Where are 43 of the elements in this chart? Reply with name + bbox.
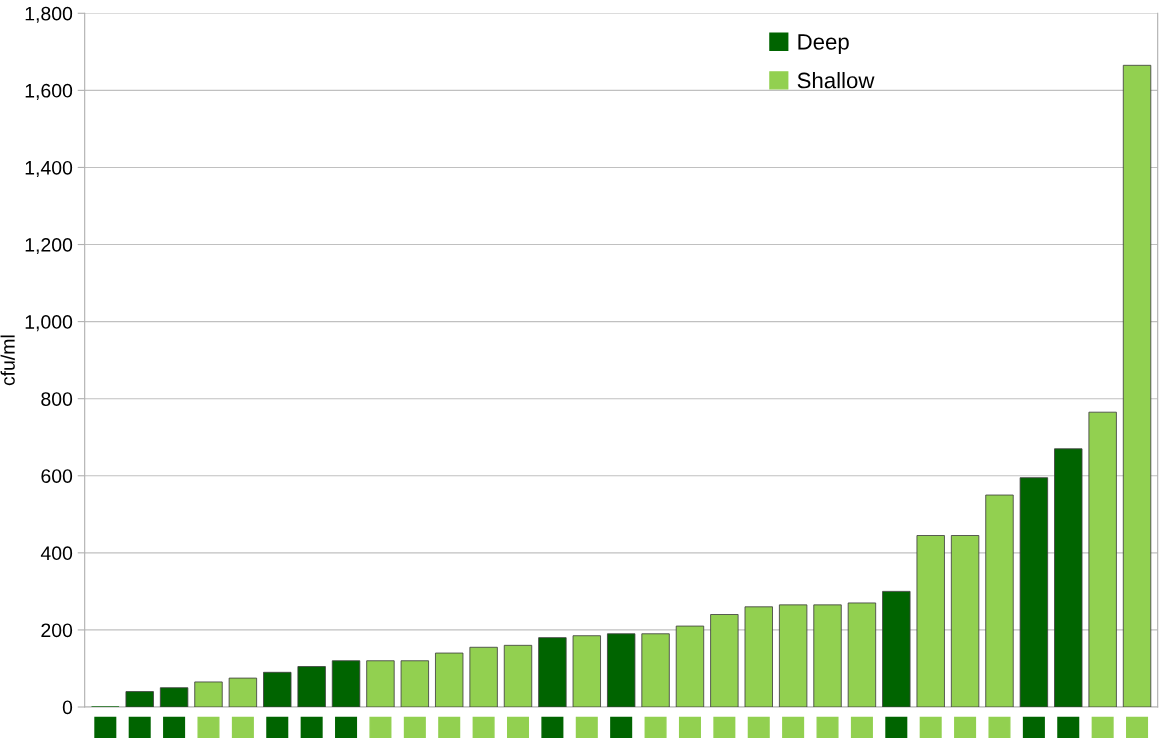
bar <box>641 633 670 707</box>
bar <box>675 625 705 707</box>
bar <box>400 660 430 707</box>
bar <box>607 633 636 707</box>
y-tick-label: 1,200 <box>25 237 73 255</box>
bar <box>950 535 980 707</box>
y-tick-label: 800 <box>41 392 73 406</box>
legend-label: Deep <box>798 34 849 55</box>
bar <box>813 604 842 707</box>
bar <box>159 687 189 707</box>
bar <box>1122 64 1152 707</box>
y-tick-label: 1,800 <box>25 6 73 23</box>
bar <box>778 604 808 707</box>
bar <box>263 671 292 707</box>
bar <box>847 602 877 707</box>
bar <box>366 660 395 707</box>
y-axis-title: cfu/ml <box>0 335 15 386</box>
bar <box>1054 448 1083 707</box>
bar <box>882 590 911 707</box>
bar <box>297 666 326 707</box>
bar <box>469 646 498 707</box>
y-tick-label: 200 <box>41 623 73 638</box>
bar <box>985 494 1014 707</box>
bar <box>572 635 601 707</box>
y-tick-label: 1,400 <box>25 160 73 177</box>
y-tick-label: 0 <box>62 700 73 715</box>
legend-label: Shallow <box>797 72 875 89</box>
bar <box>1019 477 1049 707</box>
bar <box>125 691 154 707</box>
y-tick-label: 400 <box>40 546 73 561</box>
bar <box>228 677 258 707</box>
bar <box>744 606 773 707</box>
bar <box>538 637 567 707</box>
bar <box>503 644 533 707</box>
bar <box>435 652 464 707</box>
bar <box>331 660 361 707</box>
y-tick-label: 600 <box>41 469 73 483</box>
bar <box>916 535 945 707</box>
bar <box>1088 411 1117 707</box>
bar <box>194 681 223 707</box>
y-tick-label: 1,600 <box>25 83 73 100</box>
bar <box>710 614 739 707</box>
y-tick-label: 1,000 <box>25 315 73 332</box>
